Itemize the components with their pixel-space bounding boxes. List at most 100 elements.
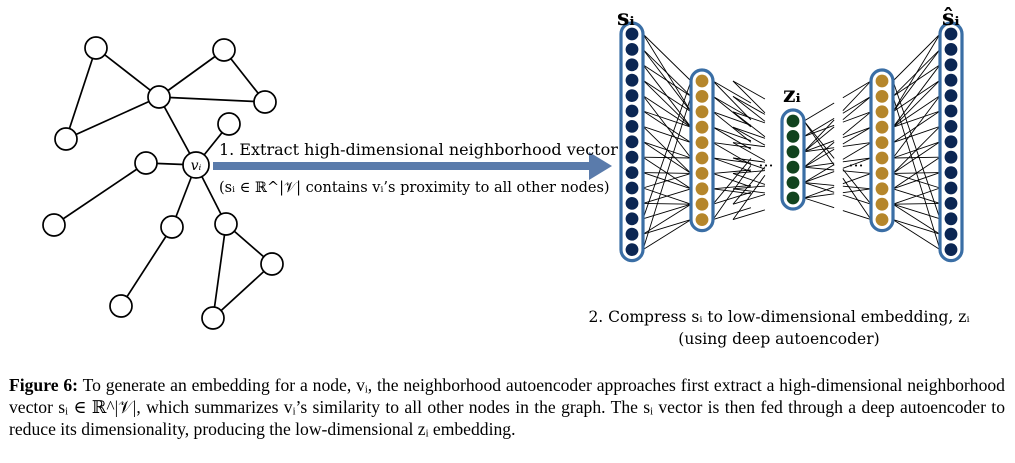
connection-line	[803, 120, 835, 159]
connection-line	[732, 126, 766, 139]
connection-line	[892, 49, 941, 97]
connection-line	[803, 140, 835, 153]
layer-node	[944, 166, 958, 180]
connection-line	[892, 203, 941, 235]
connection-line	[712, 184, 751, 190]
connection-line	[892, 219, 941, 250]
layer-node	[944, 243, 958, 256]
layer-node	[875, 213, 889, 227]
connection-line	[892, 110, 941, 128]
connection-line	[803, 119, 835, 153]
connection-line	[732, 111, 766, 138]
connection-line	[803, 118, 835, 137]
graph-node	[84, 36, 108, 60]
connection-line	[712, 96, 752, 119]
layer-node	[625, 166, 639, 180]
connection-line	[642, 79, 692, 128]
connection-line	[642, 33, 692, 82]
connection-line	[732, 111, 766, 124]
connection-line	[842, 172, 872, 185]
connection-line	[803, 186, 835, 199]
connection-line	[712, 80, 752, 104]
connection-line	[642, 110, 692, 128]
connection-line	[712, 126, 752, 150]
graph-node	[134, 151, 158, 175]
layer-node	[695, 120, 709, 134]
graph-node	[54, 127, 78, 151]
connection-line	[892, 202, 941, 205]
connection-line	[642, 203, 692, 220]
connection-line	[642, 125, 692, 144]
connection-line	[712, 126, 752, 142]
connection-line	[732, 142, 766, 161]
connection-line	[642, 79, 692, 113]
ellipsis-right: ···	[848, 156, 863, 175]
layer-node	[875, 197, 889, 211]
connection-line	[842, 210, 872, 221]
layer-node	[786, 191, 800, 205]
connection-line	[803, 141, 835, 168]
connection-line	[642, 172, 692, 189]
graph-node	[109, 294, 133, 318]
layer-node	[695, 90, 709, 103]
connection-line	[842, 96, 872, 121]
embedding-label: zᵢ	[783, 82, 801, 108]
layer-node	[625, 58, 639, 72]
connection-line	[712, 96, 752, 128]
layer-node	[944, 150, 958, 164]
connection-line	[642, 96, 692, 250]
arrow-label-line2: (sᵢ ∈ ℝ^|𝒱| contains vᵢ’s proximity to a…	[219, 180, 610, 196]
connection-line	[732, 166, 766, 205]
layer-node	[875, 74, 889, 88]
connection-line	[712, 158, 752, 205]
connection-line	[842, 142, 872, 147]
figure-diagram: vᵢ 1. Extract high-dimensional neighborh…	[42, 5, 970, 348]
embedding-layer	[780, 108, 806, 211]
layer-node	[786, 130, 800, 143]
connection-line	[842, 126, 872, 138]
layer-node	[786, 114, 800, 128]
connection-line	[803, 147, 835, 153]
layer-connections	[642, 33, 941, 250]
layer-node	[625, 150, 639, 164]
hidden-layer-1	[689, 68, 715, 233]
connection-line	[642, 156, 692, 159]
layer-node	[944, 227, 958, 241]
connection-line	[842, 111, 872, 136]
connection-line	[712, 169, 751, 174]
connection-line	[732, 126, 766, 146]
connection-line	[892, 125, 941, 144]
connection-line	[732, 172, 766, 185]
layer-node	[625, 120, 639, 133]
layer-node	[695, 151, 709, 165]
layer-node	[625, 227, 639, 241]
connection-line	[712, 142, 752, 149]
connection-line	[642, 49, 692, 97]
connection-line	[803, 166, 835, 171]
layer-node	[695, 197, 709, 211]
connection-line	[642, 219, 692, 250]
layer-node	[944, 197, 958, 210]
connection-line	[842, 126, 872, 145]
connection-line	[712, 207, 752, 221]
layer-node	[786, 160, 800, 174]
graph-node	[160, 215, 184, 239]
connection-line	[803, 182, 835, 186]
compress-label-line1: 2. Compress sᵢ to low-dimensional embedd…	[588, 308, 969, 326]
graph	[42, 36, 284, 330]
connection-line	[732, 194, 766, 205]
layer-node	[695, 182, 709, 196]
connection-line	[892, 33, 941, 82]
layer-node	[695, 136, 709, 150]
figure-caption: Figure 6: To generate an embedding for a…	[9, 374, 1005, 440]
layer-node	[875, 120, 889, 134]
connection-line	[803, 193, 835, 199]
layer-node	[944, 89, 958, 102]
connection-line	[842, 168, 872, 205]
input-vector-label: sᵢ	[617, 5, 635, 31]
graph-node	[253, 90, 277, 114]
connection-line	[892, 219, 941, 235]
graph-node	[201, 306, 225, 330]
connection-line	[732, 157, 766, 170]
caption-text: To generate an embedding for a node, vᵢ,…	[9, 375, 1005, 439]
